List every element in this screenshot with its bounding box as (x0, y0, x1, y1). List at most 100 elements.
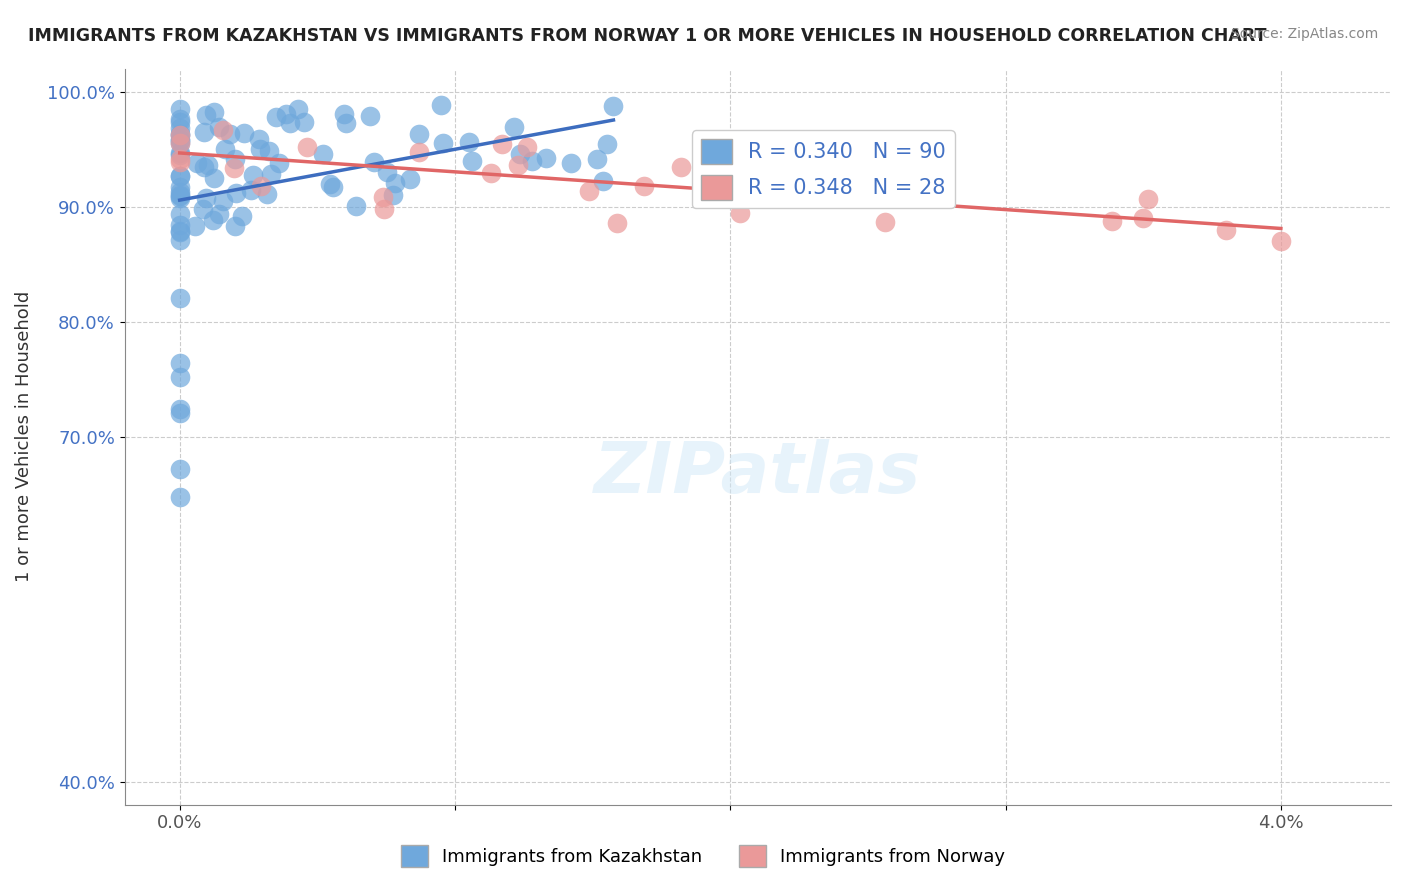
Point (1215, 222, 1237, 236)
Point (169, 146, 191, 161)
Point (193, 160, 215, 174)
Point (363, 155, 385, 169)
Point (506, 158, 529, 172)
Point (169, 121, 191, 136)
Point (169, 206, 191, 220)
Point (373, 202, 395, 216)
Point (169, 291, 191, 305)
Point (457, 135, 479, 149)
Point (169, 115, 191, 129)
Point (602, 99, 624, 113)
Point (503, 120, 526, 134)
Text: IMMIGRANTS FROM KAZAKHSTAN VS IMMIGRANTS FROM NORWAY 1 OR MORE VEHICLES IN HOUSE: IMMIGRANTS FROM KAZAKHSTAN VS IMMIGRANTS… (28, 27, 1267, 45)
Point (319, 177, 342, 191)
Point (312, 146, 335, 161)
Point (381, 188, 404, 202)
Point (278, 116, 301, 130)
Point (169, 356, 191, 370)
Point (274, 107, 297, 121)
Point (1101, 214, 1123, 228)
Point (267, 156, 290, 170)
Point (169, 169, 191, 183)
Point (222, 161, 245, 176)
Point (491, 136, 513, 151)
Point (264, 111, 287, 125)
Point (169, 128, 191, 142)
Point (429, 98, 451, 112)
Point (242, 169, 264, 183)
Point (239, 183, 262, 197)
Point (377, 164, 399, 178)
Point (1136, 192, 1159, 206)
Point (169, 133, 191, 147)
Point (169, 490, 191, 504)
Point (195, 191, 218, 205)
Point (197, 158, 219, 172)
Y-axis label: 1 or more Vehicles in Household: 1 or more Vehicles in Household (15, 291, 32, 582)
Text: ZIPatlas: ZIPatlas (595, 439, 921, 508)
Point (208, 120, 231, 135)
Point (202, 104, 225, 119)
Point (811, 161, 834, 175)
Point (169, 128, 191, 142)
Point (169, 128, 191, 142)
Point (1132, 211, 1154, 225)
Point (359, 109, 381, 123)
Point (169, 406, 191, 420)
Point (481, 166, 503, 180)
Point (520, 153, 543, 168)
Point (863, 182, 886, 196)
Text: Source: ZipAtlas.com: Source: ZipAtlas.com (1230, 27, 1378, 41)
Point (1270, 234, 1292, 248)
Point (224, 219, 246, 234)
Point (460, 154, 482, 169)
Point (408, 128, 430, 142)
Point (186, 156, 208, 170)
Point (169, 136, 191, 150)
Point (169, 224, 191, 238)
Point (260, 167, 283, 181)
Point (371, 190, 394, 204)
Point (335, 116, 357, 130)
Point (249, 142, 271, 156)
Point (399, 172, 422, 186)
Point (169, 369, 191, 384)
Point (384, 176, 406, 190)
Point (606, 216, 628, 230)
Point (432, 136, 454, 150)
Point (256, 187, 278, 202)
Point (202, 170, 225, 185)
Point (669, 161, 692, 175)
Point (873, 214, 896, 228)
Point (169, 225, 191, 239)
Point (169, 233, 191, 247)
Point (212, 123, 235, 137)
Point (516, 140, 538, 154)
Point (169, 148, 191, 162)
Point (232, 126, 254, 140)
Point (596, 136, 619, 151)
Point (250, 178, 273, 193)
Point (169, 191, 191, 205)
Point (169, 461, 191, 475)
Point (169, 152, 191, 166)
Point (169, 133, 191, 147)
Legend: R = 0.340   N = 90, R = 0.348   N = 28: R = 0.340 N = 90, R = 0.348 N = 28 (692, 130, 955, 209)
Point (169, 218, 191, 232)
Point (322, 180, 344, 194)
Point (191, 202, 214, 216)
Point (224, 152, 246, 166)
Point (756, 186, 779, 200)
Point (169, 189, 191, 203)
Point (247, 132, 270, 146)
Point (169, 402, 191, 417)
Point (633, 178, 655, 193)
Point (212, 194, 235, 208)
Point (346, 199, 368, 213)
Point (509, 147, 531, 161)
Point (194, 108, 217, 122)
Point (169, 188, 191, 202)
Point (292, 115, 315, 129)
Point (333, 107, 356, 121)
Point (728, 206, 751, 220)
